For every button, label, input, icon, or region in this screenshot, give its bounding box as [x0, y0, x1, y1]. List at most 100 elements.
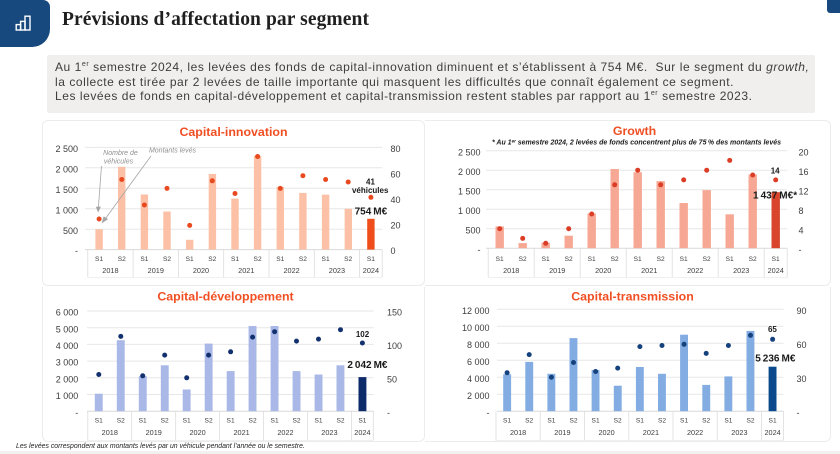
svg-text:1 000: 1 000: [458, 206, 481, 216]
svg-text:S2: S2: [749, 256, 757, 263]
svg-text:véhicules: véhicules: [104, 159, 134, 166]
svg-text:S2: S2: [299, 256, 307, 263]
svg-text:S1: S1: [358, 418, 366, 425]
svg-text:S2: S2: [205, 418, 213, 425]
svg-text:2022: 2022: [277, 428, 293, 437]
svg-text:Growth: Growth: [613, 124, 656, 138]
svg-text:S1: S1: [95, 256, 103, 263]
svg-text:3 000: 3 000: [56, 358, 79, 368]
svg-text:véhicules: véhicules: [352, 186, 389, 195]
svg-text:4 000: 4 000: [56, 341, 79, 351]
svg-text:-: -: [487, 408, 490, 418]
svg-text:1 437 M€*: 1 437 M€*: [753, 191, 797, 202]
svg-text:8: 8: [799, 206, 804, 216]
svg-text:5 236 M€: 5 236 M€: [755, 354, 796, 365]
svg-text:2023: 2023: [733, 266, 749, 275]
svg-text:S2: S2: [565, 256, 573, 263]
svg-text:-: -: [799, 245, 802, 255]
svg-text:1 000: 1 000: [56, 391, 79, 401]
svg-text:S2: S2: [163, 256, 171, 263]
svg-text:S2: S2: [254, 256, 262, 263]
svg-text:2018: 2018: [102, 266, 118, 275]
svg-text:2020: 2020: [189, 428, 205, 437]
svg-text:S1: S1: [227, 418, 235, 425]
svg-text:20: 20: [799, 147, 809, 157]
svg-text:S1: S1: [314, 418, 322, 425]
svg-text:500: 500: [465, 225, 480, 235]
svg-text:2018: 2018: [102, 428, 118, 437]
svg-text:-: -: [797, 408, 800, 418]
svg-text:150: 150: [387, 308, 402, 318]
svg-text:* Au 1er semestre 2024, 2 levé: * Au 1er semestre 2024, 2 levées de fond…: [492, 139, 781, 147]
svg-text:2 000: 2 000: [458, 167, 481, 177]
svg-text:S1: S1: [588, 256, 596, 263]
svg-text:4: 4: [799, 225, 804, 235]
svg-text:40: 40: [391, 195, 401, 205]
svg-text:S1: S1: [186, 256, 194, 263]
svg-text:30: 30: [797, 374, 807, 384]
svg-text:-: -: [75, 408, 78, 418]
svg-text:80: 80: [391, 144, 401, 154]
svg-text:S1: S1: [276, 256, 284, 263]
svg-text:2022: 2022: [687, 428, 703, 437]
svg-text:S2: S2: [702, 418, 710, 425]
svg-text:S1: S1: [496, 256, 504, 263]
svg-text:2018: 2018: [510, 428, 526, 437]
svg-text:S2: S2: [746, 418, 754, 425]
svg-text:8 000: 8 000: [467, 340, 490, 350]
svg-text:S1: S1: [542, 256, 550, 263]
svg-text:41: 41: [366, 178, 375, 187]
svg-text:6 000: 6 000: [467, 357, 490, 367]
svg-text:5 000: 5 000: [56, 324, 79, 334]
svg-text:S1: S1: [680, 256, 688, 263]
svg-text:S2: S2: [614, 418, 622, 425]
svg-text:2019: 2019: [146, 428, 162, 437]
svg-text:S1: S1: [636, 418, 644, 425]
svg-text:20: 20: [391, 221, 401, 231]
svg-text:1 000: 1 000: [55, 205, 78, 215]
svg-text:2 000: 2 000: [55, 164, 78, 174]
svg-text:S1: S1: [503, 418, 511, 425]
svg-text:S1: S1: [547, 418, 555, 425]
svg-text:2022: 2022: [283, 266, 299, 275]
svg-text:2024: 2024: [354, 428, 370, 437]
svg-text:2 500: 2 500: [458, 147, 481, 157]
svg-text:S2: S2: [344, 256, 352, 263]
svg-text:S2: S2: [569, 418, 577, 425]
svg-text:754 M€: 754 M€: [355, 207, 388, 218]
svg-text:S2: S2: [611, 256, 619, 263]
svg-text:90: 90: [797, 306, 807, 316]
svg-text:6 000: 6 000: [56, 308, 79, 318]
svg-text:2019: 2019: [549, 266, 565, 275]
svg-text:S1: S1: [680, 418, 688, 425]
svg-text:50: 50: [387, 374, 397, 384]
svg-text:2020: 2020: [598, 428, 614, 437]
svg-text:2021: 2021: [238, 266, 254, 275]
svg-text:2023: 2023: [329, 266, 345, 275]
svg-text:100: 100: [387, 341, 402, 351]
svg-text:S1: S1: [139, 418, 147, 425]
svg-text:2021: 2021: [641, 266, 657, 275]
svg-text:2 500: 2 500: [55, 144, 78, 154]
svg-text:S2: S2: [249, 418, 257, 425]
svg-text:S1: S1: [367, 256, 375, 263]
svg-text:S1: S1: [140, 256, 148, 263]
svg-text:60: 60: [797, 340, 807, 350]
svg-text:2020: 2020: [193, 266, 209, 275]
svg-text:S1: S1: [95, 418, 103, 425]
svg-text:12: 12: [799, 186, 809, 196]
svg-text:2024: 2024: [768, 266, 784, 275]
svg-text:2022: 2022: [687, 266, 703, 275]
svg-text:2021: 2021: [643, 428, 659, 437]
svg-text:2 000: 2 000: [467, 391, 490, 401]
svg-text:S2: S2: [118, 256, 126, 263]
svg-text:S1: S1: [772, 256, 780, 263]
svg-text:12 000: 12 000: [462, 306, 490, 316]
svg-text:4 000: 4 000: [467, 374, 490, 384]
svg-text:S2: S2: [336, 418, 344, 425]
svg-text:-: -: [75, 246, 78, 256]
svg-text:2019: 2019: [148, 266, 164, 275]
svg-text:Capital-développement: Capital-développement: [157, 290, 293, 304]
svg-text:2019: 2019: [554, 428, 570, 437]
svg-text:2024: 2024: [363, 266, 379, 275]
